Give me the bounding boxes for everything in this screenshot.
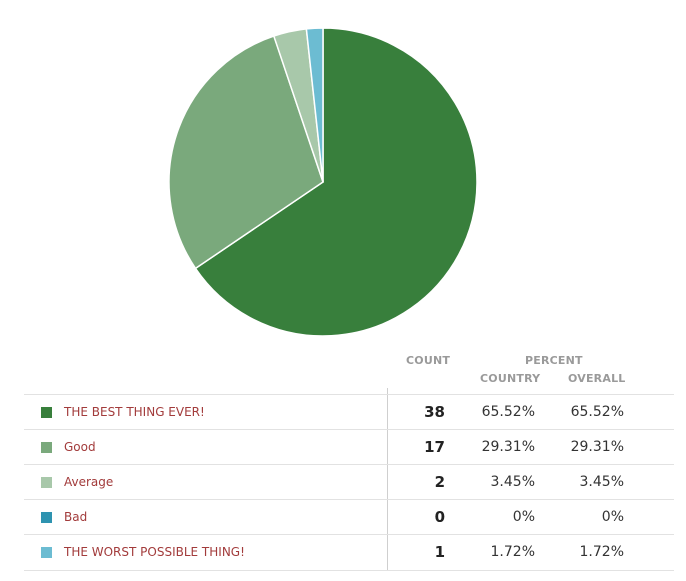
row-label: Average	[64, 475, 114, 489]
country-header: COUNTRY	[480, 372, 541, 385]
row-label: THE BEST THING EVER!	[64, 405, 205, 419]
table-row: THE WORST POSSIBLE THING! 1 1.72% 1.72%	[24, 534, 674, 571]
row-count: 1	[434, 543, 445, 561]
table-row: THE BEST THING EVER! 38 65.52% 65.52%	[24, 394, 674, 430]
pie-slice-4	[305, 27, 324, 183]
legend-swatch	[41, 477, 52, 488]
legend-swatch	[41, 512, 52, 523]
legend-swatch	[41, 407, 52, 418]
row-percent-country: 3.45%	[490, 474, 535, 490]
legend-swatch	[41, 442, 52, 453]
row-count: 2	[434, 473, 445, 491]
pie-slice-1	[168, 35, 324, 270]
row-percent-country: 0%	[512, 509, 535, 525]
row-count: 17	[424, 438, 445, 456]
table-row: Bad 0 0% 0%	[24, 499, 674, 535]
row-label: Good	[64, 440, 96, 454]
row-percent-country: 29.31%	[481, 439, 535, 455]
row-label: THE WORST POSSIBLE THING!	[64, 545, 245, 559]
row-label: Bad	[64, 510, 88, 524]
pie-chart	[168, 27, 478, 337]
table-row: Average 2 3.45% 3.45%	[24, 464, 674, 500]
table-row: Good 17 29.31% 29.31%	[24, 429, 674, 465]
legend-swatch	[41, 547, 52, 558]
column-divider	[387, 388, 388, 570]
row-percent-overall: 0%	[601, 509, 624, 525]
count-header: COUNT	[406, 354, 451, 367]
percent-header: PERCENT	[525, 354, 583, 367]
row-count: 0	[434, 508, 445, 526]
row-percent-country: 65.52%	[481, 404, 535, 420]
row-percent-country: 1.72%	[490, 544, 535, 560]
row-percent-overall: 3.45%	[579, 474, 624, 490]
pie-slice-0	[194, 27, 478, 337]
row-percent-overall: 29.31%	[570, 439, 624, 455]
row-count: 38	[424, 403, 445, 421]
row-percent-overall: 65.52%	[570, 404, 624, 420]
overall-header: OVERALL	[568, 372, 626, 385]
row-percent-overall: 1.72%	[579, 544, 624, 560]
